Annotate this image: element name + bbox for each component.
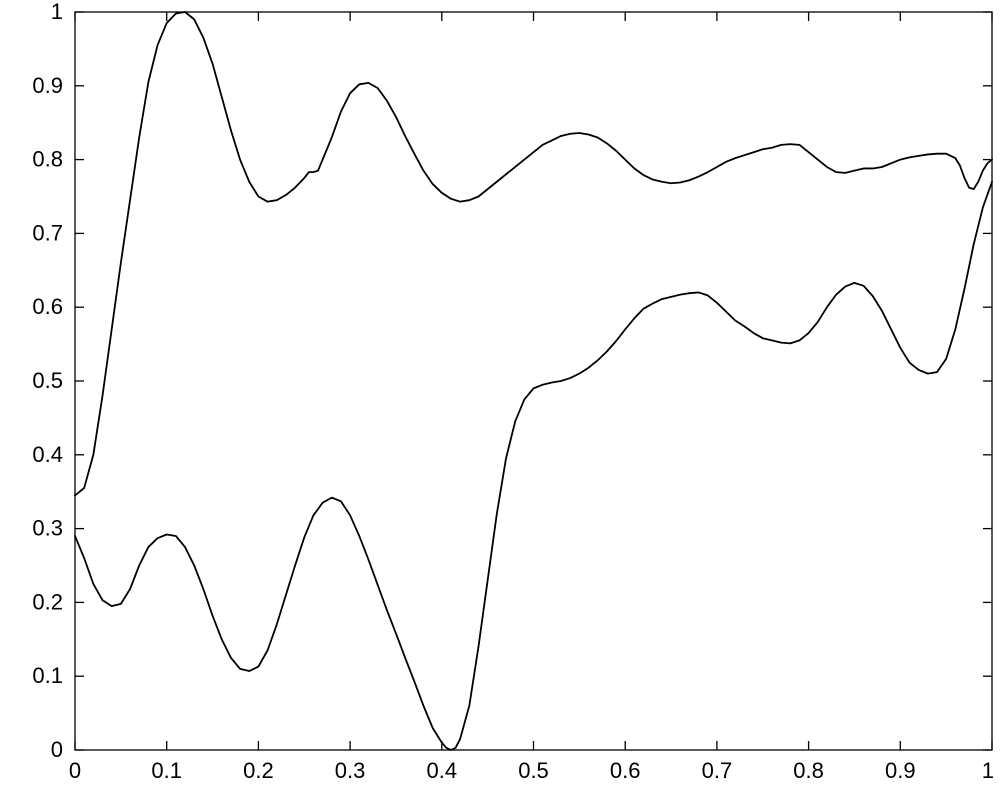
x-tick-label: 0.2 — [243, 758, 274, 783]
x-tick-label: 0 — [69, 758, 81, 783]
y-tick-label: 0.7 — [32, 220, 63, 245]
line-chart: 0 0.1 0.2 0.3 0.4 0.5 0.6 0.7 0.8 0.9 1 0 0.1 0.2 0.3 0… — [0, 0, 1000, 793]
x-tick-label: 0.9 — [885, 758, 916, 783]
upper-curve — [75, 12, 992, 495]
x-tick-label: 0.5 — [518, 758, 549, 783]
x-tick-label: 0.7 — [702, 758, 733, 783]
lower-curve — [75, 182, 992, 750]
y-tick-label: 1 — [51, 0, 63, 24]
y-tick-label: 0.5 — [32, 368, 63, 393]
y-tick-label: 0.3 — [32, 516, 63, 541]
x-tick-label: 1 — [982, 758, 994, 783]
x-tick-label: 0.8 — [793, 758, 824, 783]
y-tick-label: 0.6 — [32, 294, 63, 319]
x-tick-label: 0.6 — [610, 758, 641, 783]
x-tick-label: 0.1 — [151, 758, 182, 783]
y-tick-label: 0 — [51, 737, 63, 762]
x-tick-label: 0.4 — [427, 758, 458, 783]
y-tick-label: 0.8 — [32, 147, 63, 172]
x-tick-label: 0.3 — [335, 758, 366, 783]
y-tick-label: 0.4 — [32, 442, 63, 467]
chart-svg: 0 0.1 0.2 0.3 0.4 0.5 0.6 0.7 0.8 0.9 1 0 0.1 0.2 0.3 0… — [0, 0, 1000, 793]
y-tick-label: 0.2 — [32, 589, 63, 614]
y-tick-label: 0.1 — [32, 663, 63, 688]
y-tick-label: 0.9 — [32, 73, 63, 98]
